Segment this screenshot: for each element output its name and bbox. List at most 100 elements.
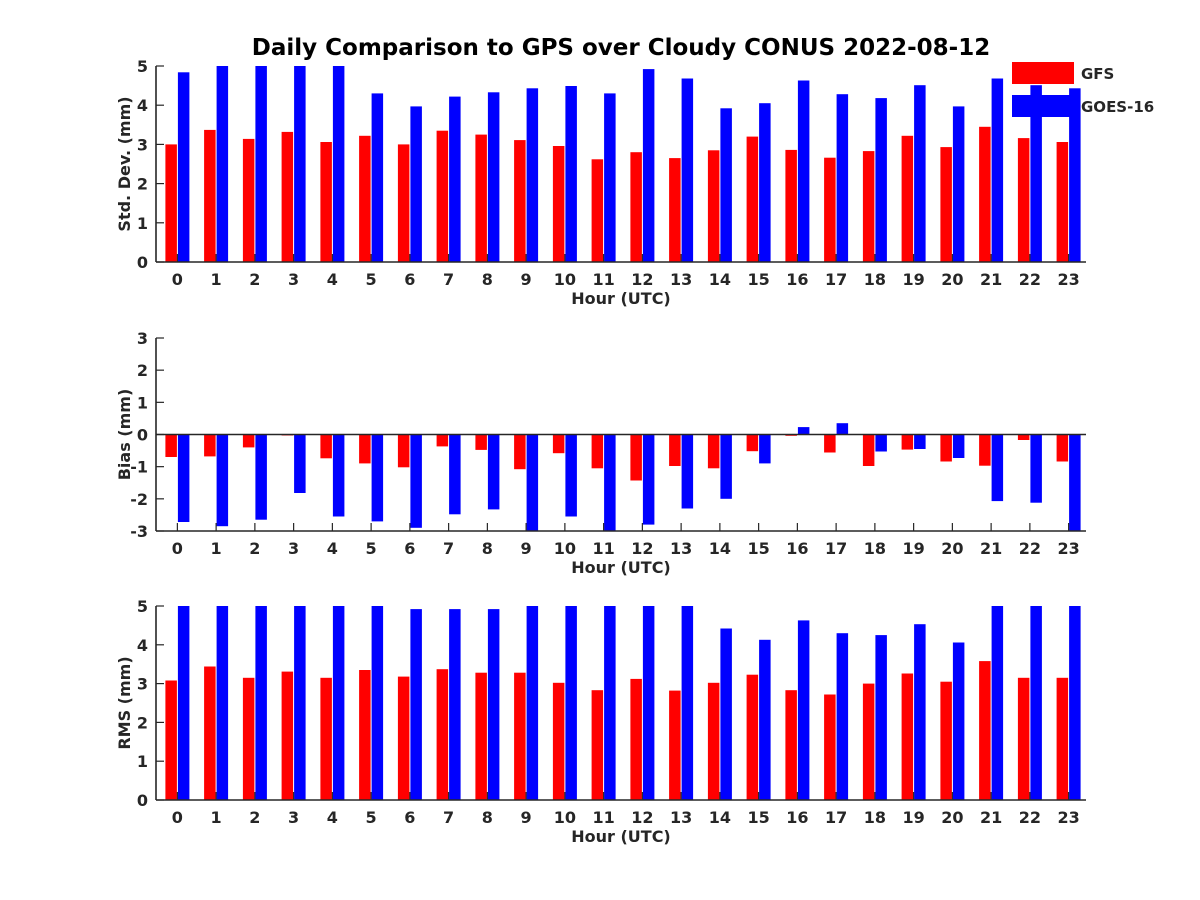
bar-gfs-hour-7 bbox=[436, 669, 449, 800]
bar-goes-16-hour-3 bbox=[294, 434, 306, 493]
bar-goes-16-hour-10 bbox=[565, 86, 577, 262]
x-tick-label: 6 bbox=[404, 270, 415, 289]
x-tick-label: 3 bbox=[288, 539, 299, 558]
bar-gfs-hour-12 bbox=[630, 152, 642, 262]
y-tick-label: -3 bbox=[130, 522, 148, 541]
bar-goes-16-hour-19 bbox=[914, 624, 926, 800]
bar-gfs-hour-0 bbox=[165, 434, 177, 457]
y-tick-label: 3 bbox=[137, 135, 148, 154]
bar-gfs-hour-2 bbox=[242, 434, 255, 448]
x-tick-label: 8 bbox=[482, 539, 493, 558]
x-tick-label: 7 bbox=[443, 808, 454, 827]
bar-gfs-hour-9 bbox=[514, 434, 526, 470]
bar-gfs-hour-20 bbox=[940, 681, 952, 800]
bar-gfs-hour-9 bbox=[514, 672, 526, 800]
x-tick-label: 1 bbox=[211, 808, 222, 827]
bar-goes-16-hour-19 bbox=[914, 85, 926, 262]
bar-gfs-hour-18 bbox=[862, 683, 875, 800]
y-tick-label: 1 bbox=[137, 214, 148, 233]
bar-gfs-hour-5 bbox=[359, 670, 371, 800]
x-tick-label: 0 bbox=[172, 539, 183, 558]
bar-goes-16-hour-6 bbox=[410, 609, 422, 800]
bar-gfs-hour-5 bbox=[359, 434, 371, 464]
bar-goes-16-hour-13 bbox=[681, 78, 694, 262]
bar-goes-16-hour-18 bbox=[875, 98, 887, 262]
x-tick-label: 4 bbox=[327, 270, 338, 289]
x-tick-label: 11 bbox=[592, 270, 614, 289]
bar-goes-16-hour-4 bbox=[332, 434, 345, 517]
bar-goes-16-hour-11 bbox=[604, 606, 616, 800]
x-tick-label: 22 bbox=[1019, 539, 1041, 558]
bar-goes-16-hour-20 bbox=[952, 106, 965, 262]
x-axis-label: Hour (UTC) bbox=[571, 558, 671, 577]
bar-goes-16-hour-5 bbox=[371, 606, 384, 800]
x-tick-label: 13 bbox=[670, 270, 692, 289]
bar-goes-16-hour-19 bbox=[914, 434, 926, 449]
bar-goes-16-hour-21 bbox=[991, 434, 1004, 502]
bar-gfs-hour-21 bbox=[979, 434, 991, 466]
y-tick-label: -1 bbox=[130, 458, 148, 477]
bar-goes-16-hour-21 bbox=[991, 606, 1004, 800]
bar-gfs-hour-1 bbox=[204, 129, 216, 262]
x-tick-label: 12 bbox=[631, 808, 653, 827]
y-axis-label: Bias (mm) bbox=[115, 389, 134, 481]
bar-gfs-hour-18 bbox=[862, 434, 875, 466]
bar-gfs-hour-15 bbox=[746, 136, 759, 262]
bar-gfs-hour-12 bbox=[630, 434, 642, 481]
bar-gfs-hour-13 bbox=[669, 434, 681, 466]
bars-rms-mm bbox=[165, 606, 1081, 800]
x-tick-label: 11 bbox=[592, 539, 614, 558]
bar-gfs-hour-11 bbox=[591, 690, 604, 800]
x-tick-label: 9 bbox=[521, 539, 532, 558]
y-tick-label: 0 bbox=[137, 791, 148, 810]
bar-goes-16-hour-10 bbox=[565, 606, 577, 800]
x-tick-label: 14 bbox=[709, 270, 731, 289]
x-tick-label: 12 bbox=[631, 270, 653, 289]
bar-goes-16-hour-9 bbox=[526, 434, 539, 531]
bar-goes-16-hour-14 bbox=[720, 628, 732, 800]
bar-goes-16-hour-11 bbox=[604, 434, 616, 531]
bar-gfs-hour-4 bbox=[320, 434, 332, 459]
x-tick-label: 8 bbox=[482, 270, 493, 289]
x-tick-label: 5 bbox=[366, 808, 377, 827]
bar-goes-16-hour-15 bbox=[759, 103, 771, 262]
x-tick-label: 4 bbox=[327, 539, 338, 558]
bar-goes-16-hour-5 bbox=[371, 434, 384, 522]
x-tick-label: 18 bbox=[864, 270, 886, 289]
bar-goes-16-hour-7 bbox=[449, 96, 461, 262]
bar-gfs-hour-2 bbox=[242, 138, 255, 262]
bar-goes-16-hour-8 bbox=[487, 609, 500, 800]
x-tick-label: 14 bbox=[709, 808, 731, 827]
bar-gfs-hour-15 bbox=[746, 674, 759, 800]
bar-gfs-hour-9 bbox=[514, 140, 526, 262]
bar-goes-16-hour-0 bbox=[177, 72, 190, 262]
bar-goes-16-hour-2 bbox=[255, 606, 267, 800]
bar-goes-16-hour-17 bbox=[836, 94, 849, 262]
x-tick-label: 3 bbox=[288, 808, 299, 827]
bar-goes-16-hour-4 bbox=[332, 606, 345, 800]
x-tick-label: 20 bbox=[941, 270, 963, 289]
bar-gfs-hour-1 bbox=[204, 434, 216, 457]
x-tick-label: 20 bbox=[941, 808, 963, 827]
bar-gfs-hour-14 bbox=[707, 682, 720, 800]
x-tick-label: 14 bbox=[709, 539, 731, 558]
y-tick-label: 1 bbox=[137, 752, 148, 771]
bar-goes-16-hour-14 bbox=[720, 434, 732, 499]
x-tick-label: 23 bbox=[1057, 539, 1079, 558]
bar-goes-16-hour-8 bbox=[487, 434, 500, 510]
bar-gfs-hour-10 bbox=[552, 434, 565, 454]
bar-gfs-hour-21 bbox=[979, 661, 991, 800]
bar-gfs-hour-18 bbox=[862, 151, 875, 262]
y-tick-label: 2 bbox=[137, 361, 148, 380]
x-tick-label: 9 bbox=[521, 270, 532, 289]
bar-goes-16-hour-0 bbox=[177, 606, 190, 800]
bar-goes-16-hour-1 bbox=[216, 606, 229, 800]
x-tick-label: 1 bbox=[211, 270, 222, 289]
bar-gfs-hour-8 bbox=[475, 672, 487, 800]
bar-goes-16-hour-9 bbox=[526, 88, 539, 262]
x-tick-label: 18 bbox=[864, 539, 886, 558]
